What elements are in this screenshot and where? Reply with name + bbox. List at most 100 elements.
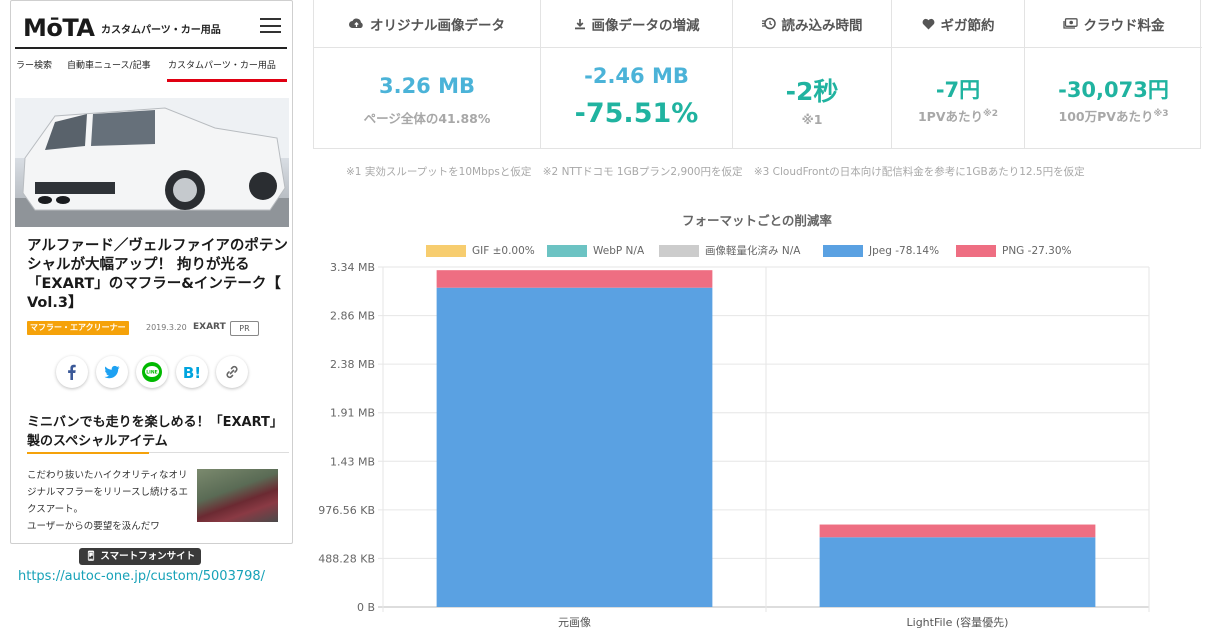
- stat-header-original: オリジナル画像データ: [314, 0, 540, 48]
- facebook-icon[interactable]: [56, 356, 88, 388]
- site-logo[interactable]: MōTA: [23, 14, 95, 42]
- x-tick-label: LightFile (容量優先): [907, 615, 1009, 629]
- article-meta: マフラー・エアクリーナー 2019.3.20 EXART PR: [27, 321, 289, 337]
- stat-header-load-label: 読み込み時間: [781, 17, 863, 34]
- stat-cloud-sub: 100万PVあたり※3: [1025, 106, 1202, 125]
- footnote-1: ※1 実効スループットを10Mbpsと仮定: [346, 166, 532, 178]
- smartphone-badge-label: スマートフォンサイト: [100, 551, 196, 562]
- footnote-2: ※2 NTTドコモ 1GBプラン2,900円を仮定: [542, 166, 743, 178]
- site-logo-subtitle: カスタムパーツ・カー用品: [101, 25, 221, 36]
- y-tick-label: 3.34 MB: [330, 261, 375, 274]
- article-subheading: ミニバンでも走りを楽しめる！「EXART」製のスペシャルアイテム: [27, 415, 283, 449]
- stat-giga-sub: 1PVあたり※2: [892, 106, 1024, 125]
- stat-change-size: -2.46 MB: [584, 64, 689, 88]
- twitter-icon[interactable]: [96, 356, 128, 388]
- legend-swatch-gif: [426, 245, 466, 257]
- smartphone-site-badge: 📱︎ スマートフォンサイト: [79, 548, 202, 565]
- pr-badge: PR: [230, 321, 259, 336]
- smartphone-icon: 📱︎: [85, 551, 98, 562]
- phone-header: MōTA カスタムパーツ・カー用品: [15, 1, 287, 49]
- legend-label-jpeg: Jpeg -78.14%: [869, 245, 940, 257]
- article-title[interactable]: アルファード／ヴェルファイアのポテンシャルが大幅アップ！ 拘りが光る「EXART…: [27, 238, 288, 311]
- link-icon[interactable]: [216, 356, 248, 388]
- legend-label-png: PNG -27.30%: [1002, 245, 1072, 257]
- y-tick-label: 488.28 KB: [318, 552, 375, 565]
- download-icon: [574, 18, 585, 29]
- nav-active-indicator: [167, 79, 287, 82]
- stat-header-cloud: クラウド料金: [1025, 0, 1202, 48]
- legend-swatch-webp: [547, 245, 587, 257]
- footnotes: ※1 実効スループットを10Mbpsと仮定 ※2 NTTドコモ 1GBプラン2,…: [346, 164, 1093, 179]
- money-icon: [1062, 18, 1078, 29]
- stat-original-image-data: オリジナル画像データ 3.26 MB ページ全体の41.88%: [314, 0, 540, 149]
- cloud-upload-icon: [349, 18, 363, 28]
- stat-header-original-label: オリジナル画像データ: [370, 17, 505, 34]
- nav-item-muffler-search[interactable]: ラー検索: [16, 61, 53, 71]
- svg-text:B!: B!: [183, 364, 201, 380]
- stat-header-cloud-label: クラウド料金: [1083, 17, 1165, 34]
- stat-load-note: ※1: [801, 112, 823, 127]
- stat-original-value: 3.26 MB: [378, 74, 476, 98]
- stacked-bar-chart: 0 B 488.28 KB 976.56 KB 1.43 MB 1.91 MB 2.38 …: [318, 261, 1150, 629]
- svg-text:LINE: LINE: [146, 370, 157, 376]
- timer-icon: [761, 17, 776, 30]
- article-body: こだわり抜いたハイクオリティなオリジナルマフラーをリリースし続けるエクスアート。…: [27, 467, 193, 535]
- stat-image-data-change: 画像データの増減 -2.46 MB -75.51%: [540, 0, 732, 149]
- subheading-divider: [149, 452, 289, 453]
- stat-original-sub: ページ全体の41.88%: [363, 111, 491, 126]
- category-tag[interactable]: マフラー・エアクリーナー: [27, 321, 129, 335]
- bar-segment-3-1: [819, 537, 1096, 607]
- stat-cloud-value: -30,073円: [1058, 78, 1169, 102]
- subheading-underline: [27, 452, 149, 454]
- smartphone-preview: MōTA カスタムパーツ・カー用品 ラー検索 自動車ニュース/記事 カスタムパー…: [10, 0, 293, 544]
- stat-load-value: -2秒: [785, 77, 839, 106]
- legend-swatch-png: [956, 245, 996, 257]
- chart-title: フォーマットごとの削減率: [682, 213, 832, 228]
- y-tick-label: 976.56 KB: [318, 504, 375, 517]
- y-tick-label: 1.43 MB: [330, 455, 375, 468]
- nav-item-news[interactable]: 自動車ニュース/記事: [67, 61, 151, 71]
- bar-segment-3-0: [436, 287, 713, 607]
- stat-header-giga: ギガ節約: [892, 0, 1024, 48]
- hamburger-menu-icon[interactable]: [260, 18, 281, 33]
- x-tick-label: 元画像: [558, 616, 591, 629]
- stat-cloud-sub-text: 100万PVあたり: [1058, 109, 1154, 124]
- article-thumbnail-image[interactable]: [197, 469, 278, 522]
- stat-giga-saving: ギガ節約 -7円 1PVあたり※2: [891, 0, 1024, 149]
- bar-segment-4-1: [819, 524, 1096, 538]
- stat-header-giga-label: ギガ節約: [940, 17, 995, 34]
- y-tick-label: 0 B: [357, 601, 375, 614]
- legend-swatch-optimized: [659, 245, 699, 257]
- stat-cloud-footnote-mark: ※3: [1153, 108, 1169, 119]
- legend-label-webp: WebP N/A: [593, 245, 645, 257]
- hatena-icon[interactable]: B!: [176, 356, 208, 388]
- smartphone-site-url[interactable]: https://autoc-one.jp/custom/5003798/: [18, 569, 266, 584]
- stat-cloud-cost: クラウド料金 -30,073円 100万PVあたり※3: [1024, 0, 1202, 149]
- phone-nav: ラー検索 自動車ニュース/記事 カスタムパーツ・カー用品: [11, 49, 287, 83]
- legend-label-gif: GIF ±0.00%: [472, 245, 535, 257]
- stat-change-percent: -75.51%: [574, 98, 699, 129]
- heart-icon: [922, 18, 934, 29]
- stat-giga-footnote-mark: ※2: [983, 108, 999, 119]
- article-body-cut-text: ユーザーからの要望を汲んだワ: [27, 521, 160, 532]
- nav-item-custom-parts[interactable]: カスタムパーツ・カー用品: [168, 61, 276, 71]
- stat-header-change-label: 画像データの増減: [591, 17, 700, 34]
- y-tick-label: 1.91 MB: [330, 407, 375, 420]
- line-icon[interactable]: LINE: [136, 356, 168, 388]
- legend-swatch-jpeg: [823, 245, 863, 257]
- stat-header-change: 画像データの増減: [541, 0, 732, 48]
- stat-giga-sub-text: 1PVあたり: [917, 109, 984, 124]
- stat-giga-value: -7円: [935, 78, 981, 102]
- y-tick-label: 2.38 MB: [330, 358, 375, 371]
- stats-table: オリジナル画像データ 3.26 MB ページ全体の41.88% 画像データの増減…: [313, 0, 1202, 149]
- article-brand: EXART: [193, 322, 226, 332]
- footnote-3: ※3 CloudFrontの日本向け配信料金を参考に1GBあたり12.5円を仮定: [753, 166, 1085, 178]
- article-hero-image[interactable]: [15, 98, 289, 227]
- article-date: 2019.3.20: [146, 323, 187, 332]
- stat-load-time: 読み込み時間 -2秒 ※1: [732, 0, 891, 149]
- article-body-text: こだわり抜いたハイクオリティなオリジナルマフラーをリリースし続けるエクスアート。: [27, 470, 189, 515]
- y-tick-label: 2.86 MB: [330, 310, 375, 323]
- bar-segment-4-0: [436, 270, 713, 288]
- stat-header-load: 読み込み時間: [733, 0, 891, 48]
- legend-label-optimized: 画像軽量化済み N/A: [705, 245, 801, 257]
